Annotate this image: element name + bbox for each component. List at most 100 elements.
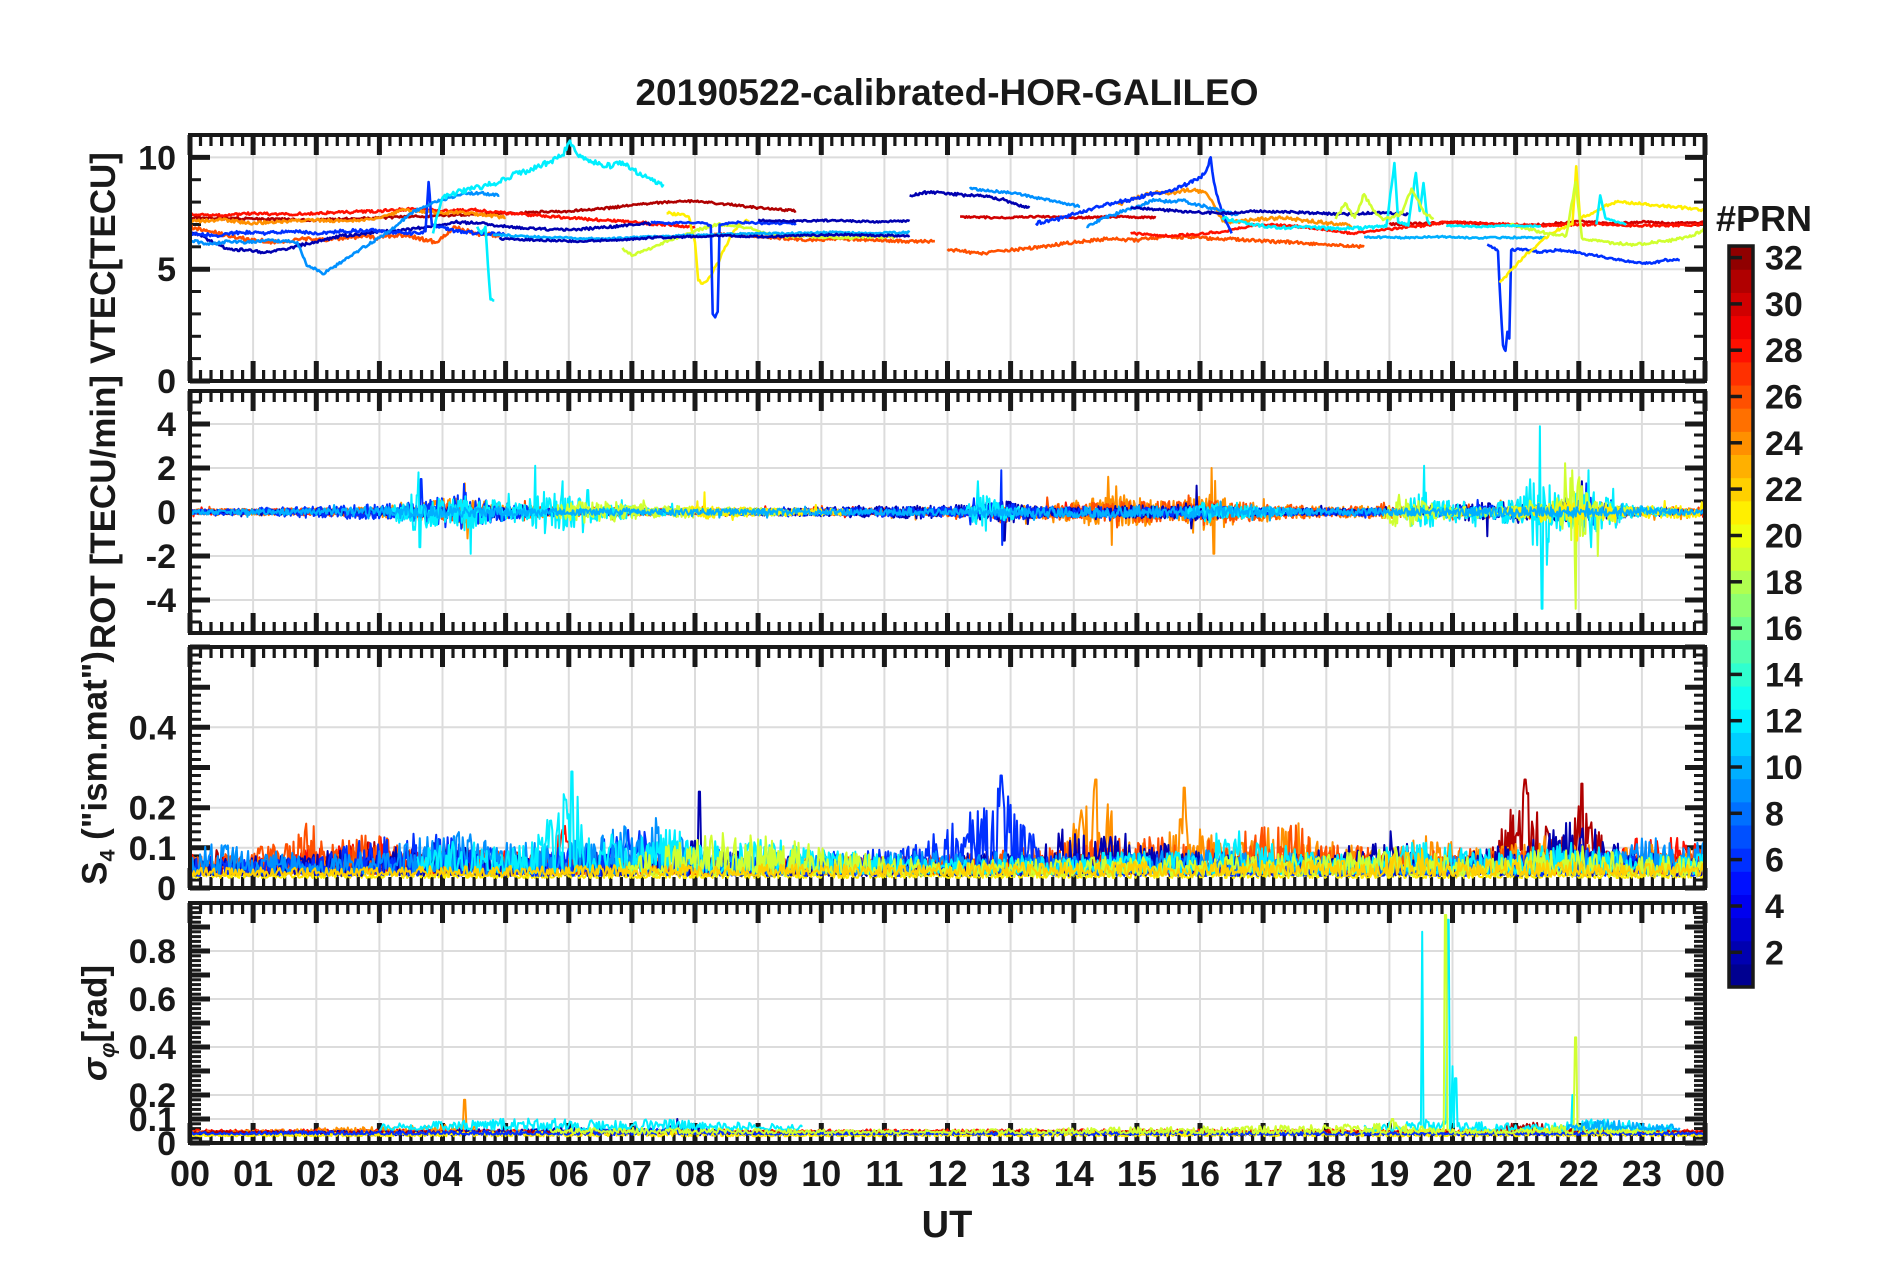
- colorbar-cell: [1729, 315, 1753, 340]
- colorbar-cell: [1729, 454, 1753, 479]
- y-tick-label: 4: [157, 406, 176, 444]
- series-prn-12: [965, 480, 1024, 532]
- colorbar-cell: [1729, 871, 1753, 895]
- y-tick-label: -2: [146, 538, 176, 576]
- series-prn-10: [1566, 1119, 1681, 1131]
- y-axis-label-part: S: [75, 861, 115, 885]
- x-tick-label: 12: [927, 1153, 967, 1194]
- series-prn-6: [1486, 243, 1680, 353]
- x-tick-label: 07: [612, 1153, 652, 1194]
- y-axis-label-part: σ: [75, 1057, 115, 1082]
- y-axis-label-vtec: VTEC[TECU]: [84, 152, 124, 364]
- colorbar-cell: [1729, 685, 1753, 710]
- series-prn-6: [192, 180, 507, 239]
- y-tick-label: 0.6: [129, 981, 176, 1019]
- series-prn-21: [1502, 500, 1703, 542]
- y-tick-label: 0.1: [129, 1101, 176, 1139]
- series-prn-21: [192, 1127, 1703, 1138]
- x-tick-label: 02: [296, 1153, 336, 1194]
- y-axis-label-part: φ: [94, 1042, 120, 1058]
- colorbar-cell: [1729, 778, 1753, 803]
- colorbar-tick-label: 20: [1765, 518, 1803, 556]
- x-tick-label: 00: [170, 1153, 210, 1194]
- x-tick-label: 14: [1054, 1153, 1094, 1194]
- y-axis-label-part: ROT [TECU/min]: [84, 374, 123, 650]
- x-tick-label: 17: [1243, 1153, 1283, 1194]
- gridlines-vtec: [190, 135, 1705, 381]
- series-prn-2: [498, 232, 911, 244]
- colorbar-tick-label: 30: [1765, 286, 1803, 324]
- series-prn-26: [946, 234, 1365, 256]
- x-tick-label: 18: [1306, 1153, 1346, 1194]
- colorbar-cell: [1729, 500, 1753, 525]
- colorbar-tick-label: 22: [1765, 471, 1803, 509]
- series-prn-9: [968, 186, 1081, 208]
- y-axis-label-part: [rad]: [75, 964, 115, 1043]
- series-prn-31: [192, 199, 797, 223]
- series-prn-3: [909, 190, 1031, 209]
- x-tick-label: 00: [1685, 1153, 1725, 1194]
- colorbar-tick-label: 6: [1765, 842, 1784, 880]
- colorbar-tick-label: 10: [1765, 749, 1803, 787]
- x-tick-label: 11: [865, 1153, 903, 1194]
- colorbar-cell: [1729, 917, 1753, 942]
- colorbar-cell: [1729, 963, 1753, 988]
- y-tick-label: 0.2: [129, 1077, 176, 1115]
- series-prn-19: [548, 914, 1655, 1135]
- panel-frame-sigma-phi: [188, 901, 1707, 1145]
- x-tick-label: 20: [1432, 1153, 1472, 1194]
- x-tick-label: 10: [801, 1153, 841, 1194]
- y-axis-label-part: 4: [94, 849, 120, 862]
- x-tick-label: 16: [1180, 1153, 1220, 1194]
- series-prn-12: [476, 225, 495, 302]
- y-tick-label: 2: [157, 450, 176, 488]
- y-axis-label-s4: S4 ("ism.mat"): [76, 651, 121, 885]
- series-prn-3: [192, 219, 652, 255]
- x-tick-label: 21: [1496, 1153, 1536, 1194]
- y-tick-label: 0.8: [129, 933, 176, 971]
- y-tick-label: 0: [157, 1125, 176, 1163]
- colorbar-title: #PRN: [1716, 198, 1813, 239]
- colorbar-tick-label: 4: [1765, 888, 1784, 926]
- x-tick-label: 22: [1559, 1153, 1599, 1194]
- y-tick-label: 0: [157, 494, 176, 532]
- x-tick-label: 19: [1369, 1153, 1409, 1194]
- panel-frame-s4: [188, 645, 1707, 890]
- series-prn-28: [192, 206, 696, 229]
- series-group-sigma-phi: [192, 914, 1703, 1138]
- colorbar-tick-label: 32: [1765, 240, 1803, 278]
- series-prn-12: [1445, 223, 1541, 229]
- series-prn-12: [1221, 161, 1432, 232]
- x-tick-label: 01: [233, 1153, 273, 1194]
- y-tick-label: -4: [146, 582, 176, 620]
- series-prn-6: [1034, 156, 1233, 234]
- series-prn-12: [431, 139, 665, 234]
- y-tick-label: 0.4: [129, 709, 176, 747]
- x-tick-label: 06: [549, 1153, 589, 1194]
- colorbar-tick-label: 28: [1765, 332, 1803, 370]
- series-prn-2: [1130, 205, 1410, 217]
- chart-title: 20190522-calibrated-HOR-GALILEO: [635, 72, 1259, 113]
- colorbar-cell: [1729, 361, 1753, 386]
- colorbar-cell: [1729, 269, 1753, 293]
- y-axis-label-sigma-phi: σφ[rad]: [76, 965, 121, 1081]
- y-tick-label: 5: [157, 251, 176, 289]
- y-tick-label: 0: [157, 870, 176, 908]
- y-tick-label: 0: [157, 363, 176, 401]
- series-prn-28: [1130, 220, 1703, 238]
- x-tick-label: 09: [738, 1153, 778, 1194]
- x-tick-label: 13: [991, 1153, 1031, 1194]
- series-prn-6: [192, 1127, 1703, 1136]
- x-tick-label: 05: [486, 1153, 526, 1194]
- x-tick-label: 23: [1622, 1153, 1662, 1194]
- x-tick-label: 04: [422, 1153, 462, 1194]
- colorbar-tick-label: 18: [1765, 564, 1803, 602]
- series-prn-19: [621, 222, 898, 258]
- series-prn-12: [379, 1117, 804, 1131]
- colorbar-tick-label: 12: [1765, 703, 1803, 741]
- series-prn-19: [1508, 180, 1703, 247]
- colorbar-cell: [1729, 639, 1753, 664]
- series-prn-10: [492, 230, 911, 242]
